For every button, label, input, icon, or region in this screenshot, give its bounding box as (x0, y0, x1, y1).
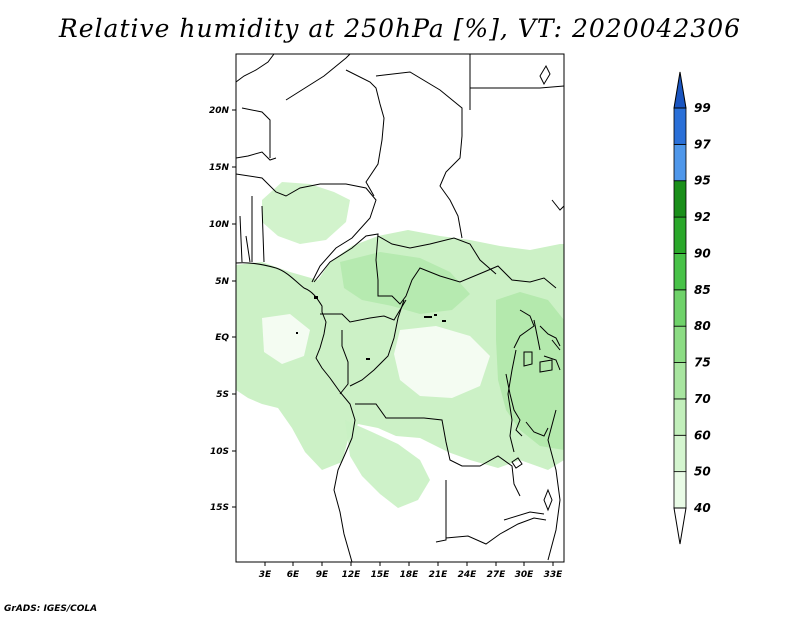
y-tick-label: 10N (209, 220, 230, 230)
colorbar-label: 80 (694, 319, 711, 333)
y-tick-label: 10S (210, 447, 229, 457)
humidity-region-north (262, 182, 350, 244)
colorbar-segment (673, 471, 687, 509)
y-tick-label: 20N (209, 106, 230, 116)
colorbar-label: 40 (693, 501, 711, 515)
colorbar-segments (673, 107, 687, 509)
humidity-region-center (340, 252, 470, 314)
y-tick-label: 5S (216, 390, 229, 400)
country-borders (236, 54, 564, 562)
y-tick-label: 15S (210, 503, 229, 513)
colorbar-segment (673, 434, 687, 473)
colorbar-segment (673, 180, 687, 218)
colorbar-label: 99 (694, 101, 711, 115)
colorbar-label: 60 (694, 428, 711, 442)
colorbar-segment (673, 398, 687, 436)
colorbar-label: 97 (694, 137, 711, 151)
colorbar-segment (673, 289, 687, 327)
y-tick-label: 15N (209, 163, 230, 173)
x-tick-label: 18E (400, 570, 420, 580)
humidity-region-south (345, 420, 430, 508)
y-tick-label: EQ (215, 333, 229, 343)
colorbar-label: 95 (694, 174, 711, 188)
colorbar-label: 50 (694, 465, 711, 479)
x-tick-label: 27E (487, 570, 507, 580)
x-tick-label: 9E (316, 570, 329, 580)
colorbar-labels: 40 50 60 70 75 80 85 90 92 95 97 99 (693, 101, 711, 515)
colorbar-label: 70 (694, 392, 711, 406)
colorbar-segment (673, 143, 687, 182)
chart-title: Relative humidity at 250hPa [%], VT: 202… (58, 14, 742, 43)
y-tick-label: 5N (215, 277, 229, 287)
colorbar: 40 50 60 70 75 80 85 90 92 95 97 99 (673, 71, 711, 545)
x-tick-label: 6E (287, 570, 300, 580)
y-ticks (232, 109, 236, 508)
water-markers (296, 296, 446, 360)
colorbar-segment (673, 325, 687, 363)
colorbar-label: 85 (694, 283, 711, 297)
x-tick-labels: 3E 6E 9E 12E 15E 18E 21E 24E 27E 30E 33E (259, 570, 563, 580)
x-tick-label: 30E (515, 570, 535, 580)
x-tick-label: 15E (371, 570, 391, 580)
x-tick-label: 3E (259, 570, 272, 580)
humidity-region-east (496, 292, 564, 450)
x-ticks (264, 562, 554, 566)
colorbar-segment (673, 362, 687, 400)
colorbar-label: 90 (694, 246, 711, 260)
x-tick-label: 12E (342, 570, 362, 580)
humidity-shading (236, 182, 564, 508)
colorbar-bottom-arrow (673, 507, 687, 545)
y-tick-labels: 20N 15N 10N 5N EQ 5S 10S 15S (209, 106, 230, 513)
colorbar-segment (673, 253, 687, 291)
humidity-gap-2 (262, 314, 310, 364)
colorbar-label: 75 (694, 356, 711, 370)
humidity-gap-1 (394, 326, 490, 398)
credit-text: GrADS: IGES/COLA (4, 604, 98, 614)
x-tick-label: 33E (544, 570, 564, 580)
colorbar-segment (673, 216, 687, 254)
map-frame (235, 53, 565, 563)
colorbar-segment (673, 107, 687, 145)
colorbar-label: 92 (694, 210, 711, 224)
x-tick-label: 24E (458, 570, 478, 580)
x-tick-label: 21E (429, 570, 449, 580)
colorbar-top-arrow (673, 71, 687, 109)
